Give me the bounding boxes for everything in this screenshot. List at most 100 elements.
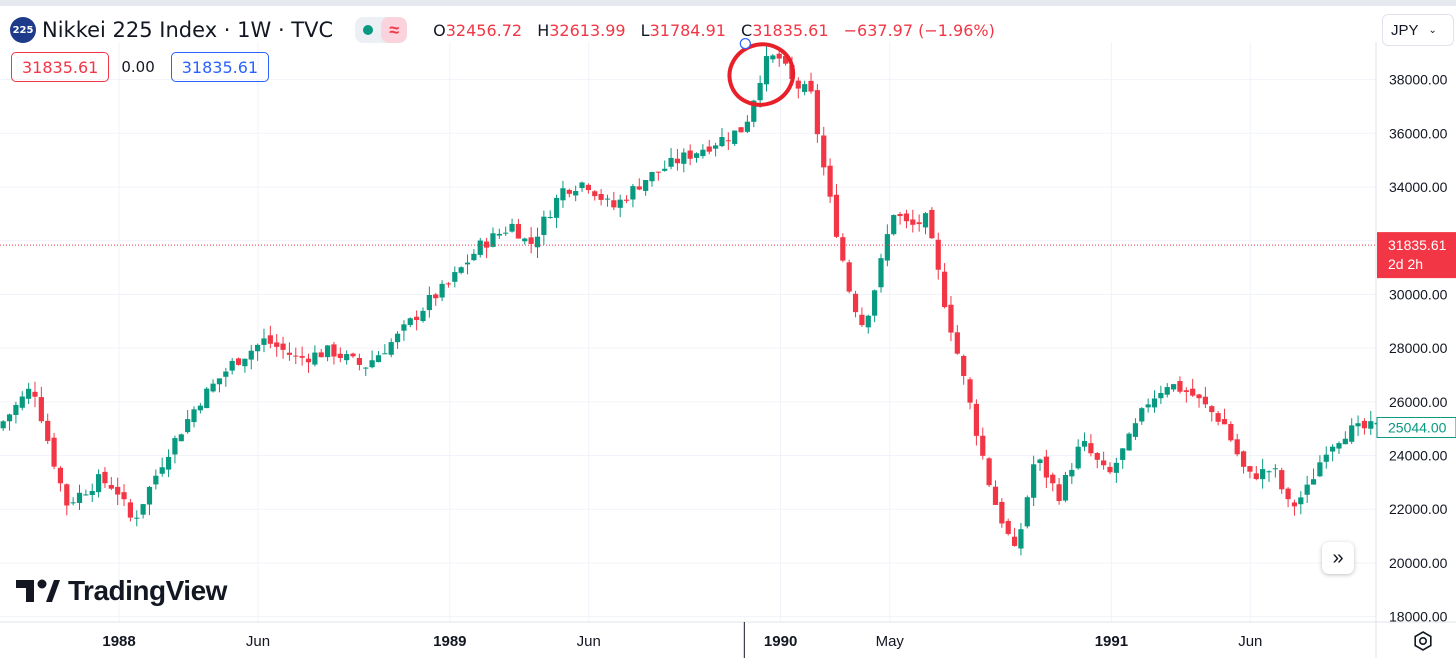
chart-header: 225 Nikkei 225 Index · 1W · TVC ≈ O32456… <box>10 16 995 44</box>
candle-body <box>763 56 770 85</box>
candle-body <box>1081 440 1088 447</box>
candle-body <box>464 262 471 265</box>
candle-body <box>89 490 95 496</box>
x-tick-label: 1990 <box>764 633 797 650</box>
last-price-label-bg <box>1376 416 1456 438</box>
candle-body <box>223 371 229 377</box>
candle-body <box>1342 438 1348 445</box>
candle-body <box>541 216 547 235</box>
candle-body <box>814 90 820 135</box>
candle-body <box>700 149 706 157</box>
candle-body <box>433 294 439 299</box>
candle-body <box>1291 502 1298 507</box>
candle-body <box>643 180 649 191</box>
chart-settings-button[interactable] <box>1410 628 1436 654</box>
high-label: H <box>537 20 550 40</box>
candlestick-series <box>0 46 1380 556</box>
status-pill[interactable]: ≈ <box>355 17 408 43</box>
candle-body <box>452 272 458 282</box>
candle-body <box>115 486 121 495</box>
chevron-down-icon: ⌄ <box>1428 24 1437 36</box>
candle-body <box>954 332 960 354</box>
candle-body <box>235 358 242 365</box>
candle-body <box>547 216 553 218</box>
candle-body <box>1056 484 1062 501</box>
candle-body <box>204 388 210 409</box>
candle-body <box>242 358 248 367</box>
candle-body <box>1069 469 1075 477</box>
candle-body <box>553 197 560 218</box>
candle-body <box>1075 446 1081 469</box>
low-value: 31784.91 <box>649 20 726 40</box>
candle-body <box>407 318 413 325</box>
candle-body <box>1215 413 1221 422</box>
y-tick-label: 30000.00 <box>1389 286 1448 302</box>
candle-body <box>439 283 445 298</box>
currency-select[interactable]: JPY ⌄ <box>1382 14 1454 46</box>
candle-body <box>770 55 776 60</box>
x-tick-label: Jun <box>1238 633 1262 650</box>
candle-body <box>833 194 840 237</box>
candle-body <box>267 335 273 344</box>
tradingview-logo[interactable]: TradingView <box>16 574 227 608</box>
candle-body <box>350 353 356 357</box>
candle-body <box>706 146 712 152</box>
y-tick-label: 24000.00 <box>1389 448 1448 464</box>
symbol-badge-icon[interactable]: 225 <box>10 17 36 43</box>
candle-body <box>146 486 153 505</box>
sell-button[interactable]: 31835.61 <box>11 52 110 82</box>
candle-body <box>649 172 655 182</box>
candle-body <box>865 315 871 328</box>
candle-body <box>560 188 566 201</box>
candle-body <box>445 283 452 285</box>
candle-body <box>1005 520 1011 534</box>
x-tick-label: 1988 <box>102 633 135 650</box>
candle-body <box>1018 529 1024 549</box>
candle-body <box>337 353 343 358</box>
symbol-title[interactable]: Nikkei 225 Index · 1W · TVC <box>42 18 334 42</box>
candle-body <box>216 378 223 385</box>
candle-body <box>57 467 64 484</box>
x-tick-label: 1989 <box>433 633 466 650</box>
candle-body <box>1228 424 1234 441</box>
top-border <box>0 0 1456 6</box>
buy-button[interactable]: 31835.61 <box>170 52 270 82</box>
wave-icon[interactable]: ≈ <box>381 17 408 43</box>
candle-body <box>1101 460 1107 466</box>
candle-body <box>827 165 833 197</box>
candle-body <box>967 379 973 403</box>
candle-body <box>713 145 719 149</box>
candle-body <box>248 350 254 360</box>
close-value: 31835.61 <box>752 20 829 40</box>
x-tick-label: Jun <box>577 633 601 650</box>
candle-body <box>108 485 114 489</box>
candle-body <box>140 504 146 515</box>
candle-body <box>1260 469 1266 480</box>
candle-body <box>1037 459 1043 464</box>
x-tick-label: 1991 <box>1095 633 1128 650</box>
candle-body <box>636 186 642 190</box>
candle-body <box>623 199 630 201</box>
x-tick-label: May <box>876 633 905 650</box>
market-open-dot-icon[interactable] <box>355 17 381 43</box>
y-tick-label: 28000.00 <box>1389 340 1448 356</box>
candle-body <box>942 271 948 308</box>
candle-body <box>884 234 890 261</box>
candle-body <box>1285 488 1291 500</box>
candle-body <box>509 223 515 232</box>
candle-body <box>973 403 980 436</box>
candle-body <box>674 158 681 164</box>
high-value: 32613.99 <box>549 20 626 40</box>
candle-body <box>1349 425 1355 442</box>
candle-body <box>668 157 674 167</box>
candle-body <box>566 189 572 194</box>
candle-body <box>1355 423 1361 427</box>
candle-body <box>134 517 140 519</box>
candle-body <box>83 494 89 496</box>
candle-body <box>719 137 725 147</box>
candle-body <box>1330 446 1336 452</box>
scroll-to-realtime-button[interactable]: » <box>1322 542 1354 574</box>
candle-body <box>573 191 579 196</box>
candle-body <box>6 414 13 422</box>
